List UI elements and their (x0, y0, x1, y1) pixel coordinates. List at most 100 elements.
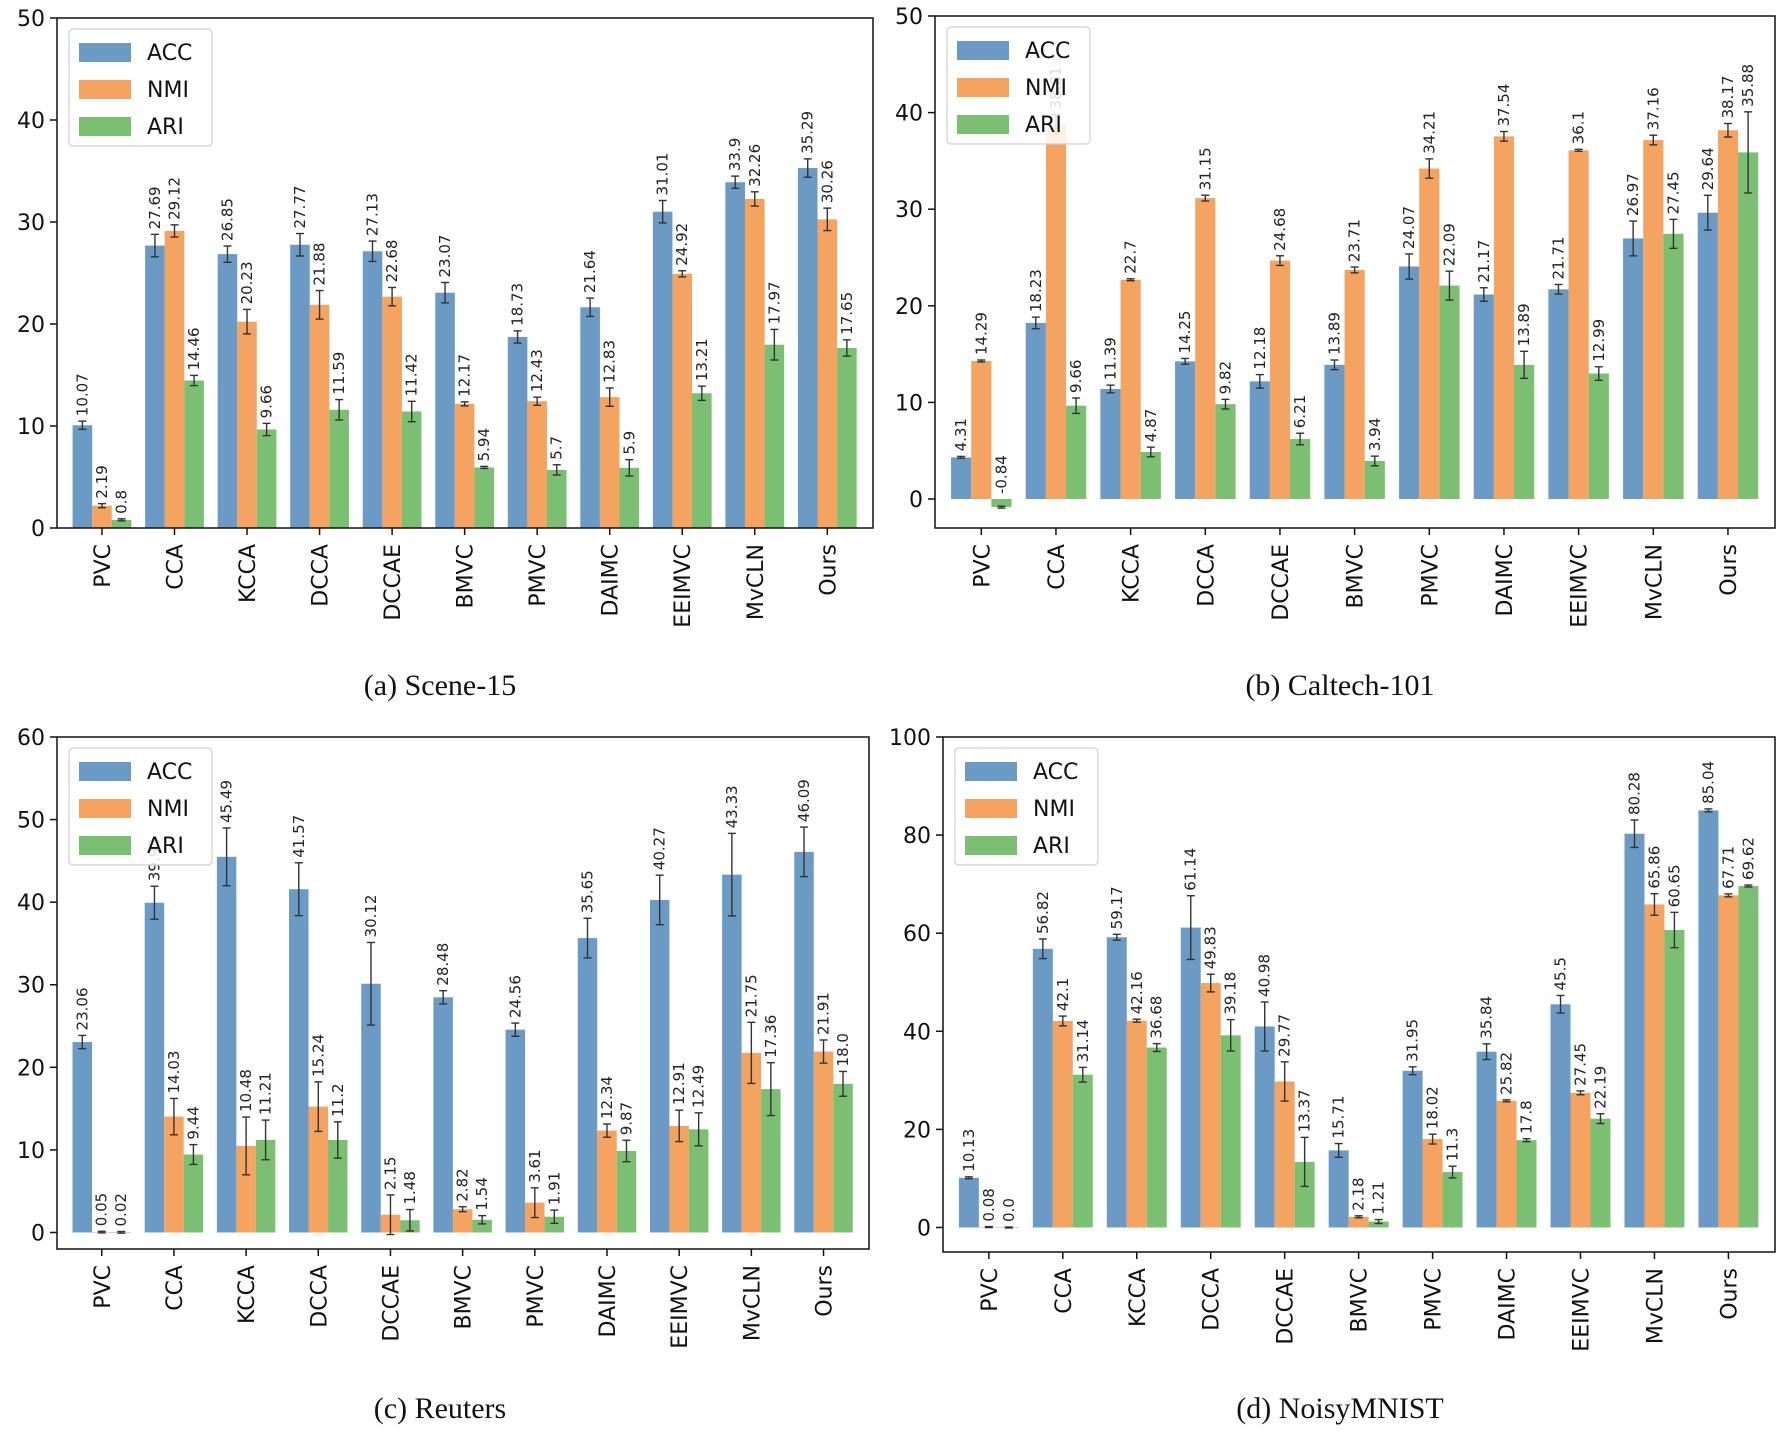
x-tick-label-kcca: KCCA (1126, 1268, 1151, 1327)
data-label-ari: 22.09 (1440, 223, 1458, 266)
data-label-acc: 35.65 (579, 870, 597, 913)
data-label-ari: 13.89 (1515, 303, 1533, 346)
bar-nmi-mvcln (1644, 904, 1665, 1228)
bar-nmi-dccae (1269, 260, 1291, 500)
caption-name: Caltech-101 (1288, 669, 1435, 702)
y-tick-label: 80 (903, 824, 931, 849)
bar-nmi-dccae (1274, 1081, 1295, 1228)
data-label-acc: 18.23 (1027, 269, 1045, 312)
bar-nmi-daimc (597, 1130, 617, 1233)
data-label-acc: 43.33 (723, 785, 741, 828)
legend-label-ari: ARI (147, 834, 184, 859)
data-label-acc: 45.49 (218, 780, 236, 823)
y-tick-label: 50 (895, 5, 923, 30)
caption: (d) NoisyMNIST (1236, 1392, 1444, 1425)
data-label-nmi: 65.86 (1645, 846, 1663, 889)
bar-acc-dcca (289, 889, 309, 1233)
data-label-nmi: 21.75 (742, 974, 760, 1017)
bar-nmi-cca (164, 230, 185, 528)
caption-name: Scene-15 (405, 669, 517, 702)
x-tick-label-bmvc: BMVC (452, 1265, 477, 1330)
bar-ari-kcca (256, 429, 277, 528)
x-tick-label-mvcln: MvCLN (1642, 544, 1667, 620)
data-label-nmi: 31.15 (1196, 147, 1214, 190)
data-label-nmi: 37.16 (1644, 87, 1662, 130)
data-label-ari: 9.44 (184, 1106, 202, 1139)
bar-ari-mvcln (761, 1089, 781, 1233)
legend-label-nmi: NMI (147, 78, 189, 103)
x-tick-label-mvcln: MvCLN (1643, 1268, 1668, 1344)
data-label-nmi: 49.83 (1202, 926, 1220, 969)
y-tick-label: 40 (895, 102, 923, 127)
data-label-acc: 21.71 (1549, 237, 1567, 280)
data-label-acc: 28.48 (434, 943, 452, 986)
data-label-ari: 17.65 (838, 292, 856, 335)
bar-ari-pvc (991, 499, 1012, 508)
bar-acc-dccae (361, 983, 381, 1233)
data-label-nmi: 10.48 (237, 1069, 255, 1112)
data-label-ari: 11.21 (257, 1072, 275, 1115)
data-label-ari: 22.19 (1591, 1066, 1609, 1109)
bar-nmi-daimc (1496, 1100, 1517, 1228)
legend-swatch-ari (965, 836, 1017, 855)
x-tick-label-dccae: DCCAE (1269, 544, 1294, 621)
y-tick-label: 20 (17, 313, 45, 338)
x-tick-label-dcca: DCCA (309, 544, 334, 607)
caption-tag: (c) (374, 1392, 415, 1425)
caption-tag: (a) (364, 669, 405, 702)
bar-ari-daimc (619, 467, 640, 528)
y-tick-label: 0 (917, 1216, 931, 1241)
y-tick-label: 30 (895, 198, 923, 223)
data-label-nmi: 29.12 (166, 177, 184, 220)
caption: (b) Caltech-101 (1245, 669, 1434, 702)
caption-name: Reuters (415, 1392, 507, 1425)
bar-acc-bmvc (1328, 1150, 1349, 1228)
x-tick-label-pmvc: PMVC (1422, 1268, 1447, 1331)
data-label-ari: 35.88 (1739, 64, 1757, 107)
bar-nmi-eeimvc (1568, 150, 1589, 500)
data-label-acc: 27.13 (364, 193, 382, 236)
bar-ari-kcca (1140, 451, 1161, 500)
bar-ari-cca (1072, 1074, 1093, 1228)
bar-nmi-mvcln (741, 1052, 762, 1233)
data-label-ari: 5.7 (548, 436, 566, 460)
legend-swatch-nmi (79, 799, 131, 818)
x-tick-label-mvcln: MvCLN (740, 1265, 765, 1341)
bar-ari-mvcln (1664, 930, 1685, 1228)
y-tick-label: 100 (889, 726, 931, 751)
bar-acc-eeimvc (1548, 289, 1569, 500)
bar-acc-dccae (1249, 381, 1270, 500)
bar-nmi-dccae (382, 296, 402, 528)
bar-acc-ours (794, 851, 814, 1233)
caption-name: NoisyMNIST (1279, 1392, 1444, 1425)
x-tick-label-eeimvc: EEIMVC (1568, 544, 1593, 628)
data-label-nmi: 12.83 (601, 340, 619, 383)
legend-swatch-nmi (965, 799, 1017, 818)
bar-acc-dcca (1175, 361, 1196, 500)
data-label-acc: 30.12 (362, 895, 380, 938)
x-tick-label-daimc: DAIMC (596, 1265, 621, 1337)
bar-acc-pvc (958, 1177, 979, 1228)
data-label-nmi: 67.71 (1719, 846, 1737, 889)
bar-ari-eeimvc (688, 1129, 709, 1233)
data-label-nmi: 22.68 (383, 240, 401, 283)
x-tick-label-daimc: DAIMC (1493, 544, 1518, 616)
data-label-acc: 31.95 (1404, 1019, 1422, 1062)
bar-nmi-kcca (1126, 1020, 1147, 1228)
y-tick-label: 10 (895, 391, 923, 416)
data-label-nmi: 24.68 (1271, 208, 1289, 251)
x-tick-label-kcca: KCCA (236, 544, 261, 603)
bar-ari-bmvc (474, 467, 495, 528)
bar-ari-dcca (329, 409, 349, 528)
bar-acc-bmvc (1324, 364, 1345, 500)
data-label-nmi: 18.02 (1424, 1086, 1442, 1129)
y-tick-label: 50 (17, 809, 45, 834)
bar-ari-bmvc (1368, 1221, 1389, 1228)
bar-acc-bmvc (435, 292, 455, 528)
bar-acc-mvcln (1623, 238, 1644, 500)
data-label-nmi: 2.82 (454, 1168, 472, 1201)
data-label-acc: 29.64 (1699, 147, 1717, 190)
bar-nmi-pvc (971, 360, 992, 500)
x-tick-label-ours: Ours (816, 544, 841, 596)
bar-acc-kcca (217, 254, 238, 528)
